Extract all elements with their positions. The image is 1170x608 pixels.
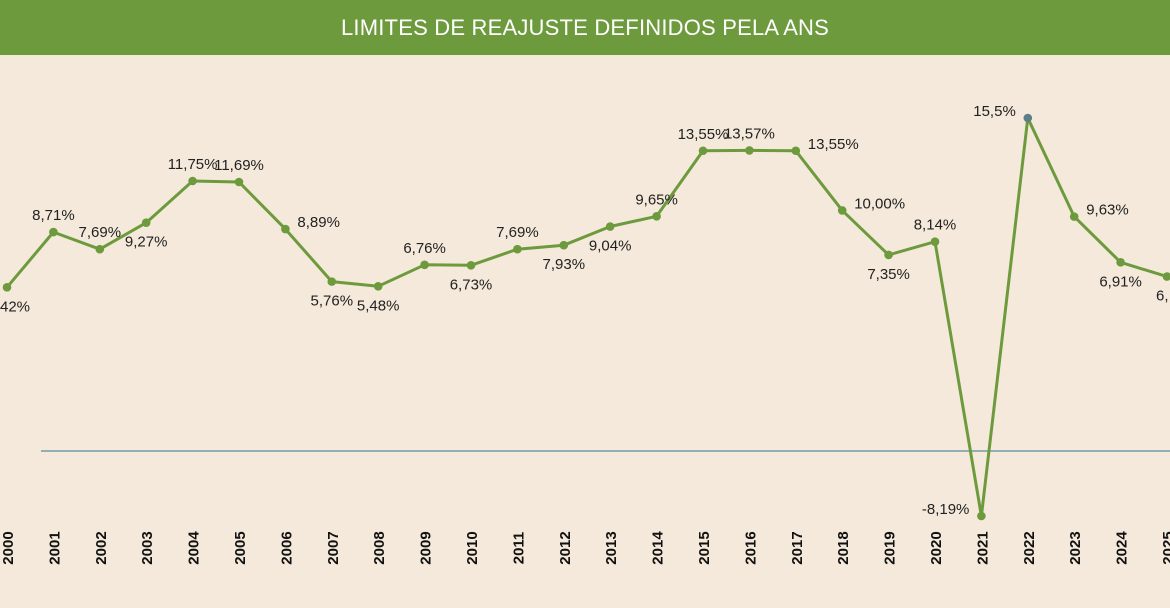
data-point-2018 xyxy=(837,206,847,215)
x-tick-label-2001: 2001 xyxy=(46,531,63,564)
data-point-2002 xyxy=(95,244,105,254)
data-label-2017: 13,55% xyxy=(808,136,859,153)
data-point-2008 xyxy=(373,282,383,291)
data-point-2024 xyxy=(1116,258,1125,267)
x-tick-label-2022: 2022 xyxy=(1021,531,1038,564)
data-label-2018: 10,00% xyxy=(854,195,905,212)
data-point-2011 xyxy=(513,244,522,254)
data-point-2005 xyxy=(234,177,244,187)
x-tick-label-2008: 2008 xyxy=(371,531,388,564)
data-point-2025 xyxy=(1162,272,1170,281)
x-tick-label-2007: 2007 xyxy=(325,531,342,564)
data-point-2004 xyxy=(188,176,197,186)
data-point-2003 xyxy=(141,218,151,227)
x-tick-label-2009: 2009 xyxy=(418,531,435,564)
data-point-2006 xyxy=(281,224,290,234)
data-label-2012: 7,93% xyxy=(543,256,586,273)
data-label-2004: 11,75% xyxy=(168,156,218,173)
x-tick-label-2013: 2013 xyxy=(603,531,620,564)
chart-title: LIMITES DE REAJUSTE DEFINIDOS PELA ANS xyxy=(340,14,830,40)
x-tick-label-2017: 2017 xyxy=(789,531,806,564)
x-tick-label-2000: 2000 xyxy=(0,531,17,564)
data-point-2016 xyxy=(745,146,754,155)
data-label-2014: 9,65% xyxy=(635,191,678,208)
data-point-2012 xyxy=(559,240,569,250)
x-tick-label-2014: 2014 xyxy=(650,531,667,565)
data-label-2023: 9,63% xyxy=(1086,202,1129,219)
data-label-2000: 42% xyxy=(0,298,30,315)
x-tick-label-2016: 2016 xyxy=(742,531,759,564)
data-point-2020 xyxy=(930,237,940,246)
data-label-2022: 15,5% xyxy=(973,103,1016,120)
data-label-2024: 6,91% xyxy=(1099,273,1142,290)
data-point-2001 xyxy=(49,227,58,237)
series-line xyxy=(5,116,1168,518)
data-labels: 42%8,71%7,69%9,27%11,75%11,69%8,89%5,76%… xyxy=(0,103,1169,518)
x-tick-label-2011: 2011 xyxy=(510,532,527,565)
data-label-2016: 13,57% xyxy=(724,125,775,142)
data-points xyxy=(2,113,1170,521)
data-point-2010 xyxy=(466,261,476,270)
data-label-2010: 6,73% xyxy=(450,276,493,293)
data-point-2023 xyxy=(1069,212,1079,221)
data-label-2011: 7,69% xyxy=(496,224,539,241)
data-point-2013 xyxy=(605,222,615,231)
x-tick-label-2003: 2003 xyxy=(139,531,156,564)
data-point-2019 xyxy=(884,250,893,260)
x-tick-label-2002: 2002 xyxy=(93,531,110,564)
data-point-2000 xyxy=(2,283,12,292)
x-tick-label-2015: 2015 xyxy=(696,531,713,564)
data-label-2025: 6, xyxy=(1156,288,1169,305)
data-label-2019: 7,35% xyxy=(867,266,910,283)
x-tick-label-2024: 2024 xyxy=(1114,531,1131,565)
data-point-2009 xyxy=(420,260,429,270)
x-tick-label-2019: 2019 xyxy=(882,531,899,564)
data-label-2015: 13,55% xyxy=(678,126,729,143)
data-point-2007 xyxy=(327,277,337,286)
x-tick-label-2023: 2023 xyxy=(1067,531,1084,564)
x-tick-label-2006: 2006 xyxy=(278,531,295,564)
data-point-2021 xyxy=(977,511,986,521)
x-tick-label-2005: 2005 xyxy=(232,531,249,564)
x-tick-label-2010: 2010 xyxy=(464,531,481,564)
data-point-2015 xyxy=(698,146,708,156)
x-tick-label-2018: 2018 xyxy=(835,531,852,564)
x-axis-labels: 2000 2001 2002 2003 2004 2005 2006 2007 2008 2009… xyxy=(0,531,1170,565)
data-label-2008: 5,48% xyxy=(357,297,400,314)
x-tick-label-2025: 2025 xyxy=(1160,531,1170,564)
data-point-2017 xyxy=(791,146,801,156)
data-label-2006: 8,89% xyxy=(297,214,340,231)
data-point-2022 xyxy=(1023,113,1033,123)
data-point-2014 xyxy=(652,211,661,221)
data-label-2021: -8,19% xyxy=(922,501,970,518)
chart-title-bar: LIMITES DE REAJUSTE DEFINIDOS PELA ANS xyxy=(0,0,1170,55)
x-tick-label-2012: 2012 xyxy=(557,531,574,564)
data-label-2001: 8,71% xyxy=(32,207,75,224)
x-tick-label-2004: 2004 xyxy=(186,531,203,565)
data-label-2009: 6,76% xyxy=(403,240,446,257)
data-label-2005: 11,69% xyxy=(214,157,264,174)
data-label-2013: 9,04% xyxy=(589,238,632,255)
data-label-2007: 5,76% xyxy=(311,293,354,310)
data-label-2020: 8,14% xyxy=(914,217,957,234)
x-tick-label-2021: 2021 xyxy=(974,531,991,564)
data-label-2002: 7,69% xyxy=(79,224,122,241)
data-label-2003: 9,27% xyxy=(125,234,168,251)
x-tick-label-2020: 2020 xyxy=(928,531,945,564)
